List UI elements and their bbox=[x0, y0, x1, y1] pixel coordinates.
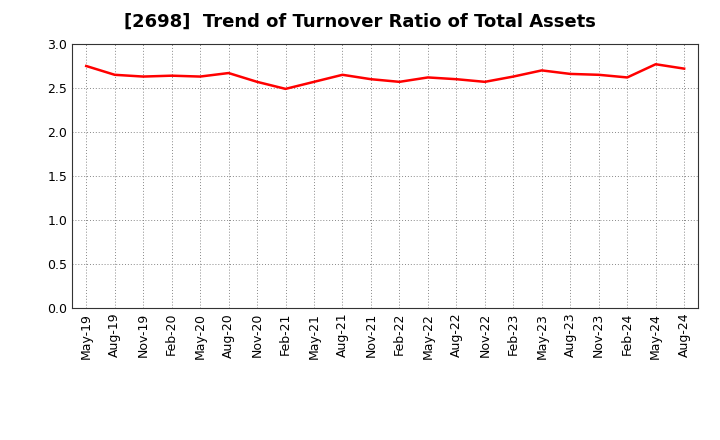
Text: [2698]  Trend of Turnover Ratio of Total Assets: [2698] Trend of Turnover Ratio of Total … bbox=[124, 13, 596, 31]
